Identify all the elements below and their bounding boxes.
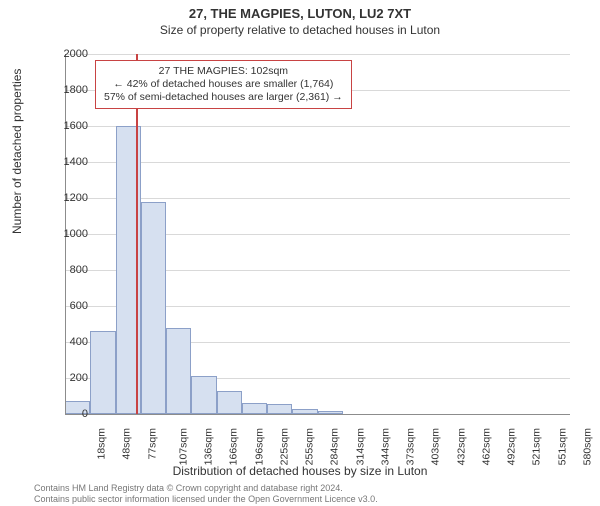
x-tick-label: 462sqm	[480, 428, 492, 465]
x-tick-label: 521sqm	[531, 428, 543, 465]
x-tick-label: 196sqm	[253, 428, 265, 465]
gridline	[65, 126, 570, 127]
x-tick-label: 284sqm	[329, 428, 341, 465]
y-tick-label: 800	[48, 264, 88, 276]
x-tick-label: 225sqm	[278, 428, 290, 465]
x-tick-label: 18sqm	[96, 428, 108, 460]
y-tick-label: 1600	[48, 120, 88, 132]
x-tick-label: 373sqm	[404, 428, 416, 465]
x-tick-label: 136sqm	[202, 428, 214, 465]
y-tick-label: 2000	[48, 48, 88, 60]
gridline	[65, 198, 570, 199]
annotation-box: 27 THE MAGPIES: 102sqm← 42% of detached …	[95, 60, 352, 109]
histogram-bar	[166, 328, 191, 414]
histogram-bar	[141, 202, 166, 414]
chart-title-main: 27, THE MAGPIES, LUTON, LU2 7XT	[0, 6, 600, 21]
footer-line-2: Contains public sector information licen…	[34, 494, 378, 504]
histogram-bar	[267, 404, 292, 414]
x-tick-label: 403sqm	[430, 428, 442, 465]
x-tick-label: 344sqm	[379, 428, 391, 465]
gridline	[65, 54, 570, 55]
chart-title-sub: Size of property relative to detached ho…	[0, 23, 600, 37]
footer-line-1: Contains HM Land Registry data © Crown c…	[34, 483, 378, 493]
gridline	[65, 162, 570, 163]
x-tick-label: 551sqm	[556, 428, 568, 465]
x-tick-label: 492sqm	[505, 428, 517, 465]
x-tick-label: 580sqm	[581, 428, 593, 465]
histogram-bar	[217, 391, 242, 414]
x-tick-label: 77sqm	[146, 428, 158, 460]
x-axis-line	[65, 414, 570, 415]
chart-inner: 27 THE MAGPIES: 102sqm← 42% of detached …	[65, 54, 570, 414]
y-tick-label: 1400	[48, 156, 88, 168]
y-tick-label: 400	[48, 336, 88, 348]
x-tick-label: 48sqm	[121, 428, 133, 460]
x-tick-label: 166sqm	[228, 428, 240, 465]
annotation-line: 57% of semi-detached houses are larger (…	[104, 91, 343, 104]
x-axis-label: Distribution of detached houses by size …	[0, 464, 600, 478]
x-tick-label: 107sqm	[177, 428, 189, 465]
histogram-bar	[242, 403, 267, 414]
histogram-bar	[191, 376, 216, 414]
y-tick-label: 1200	[48, 192, 88, 204]
y-tick-label: 1800	[48, 84, 88, 96]
annotation-line: 27 THE MAGPIES: 102sqm	[104, 65, 343, 78]
footer-attribution: Contains HM Land Registry data © Crown c…	[34, 483, 378, 504]
x-tick-label: 255sqm	[303, 428, 315, 465]
x-tick-label: 432sqm	[455, 428, 467, 465]
y-tick-label: 200	[48, 372, 88, 384]
y-tick-label: 600	[48, 300, 88, 312]
x-tick-label: 314sqm	[354, 428, 366, 465]
y-tick-label: 0	[48, 408, 88, 420]
histogram-bar	[90, 331, 115, 414]
annotation-line: ← 42% of detached houses are smaller (1,…	[104, 78, 343, 91]
y-tick-label: 1000	[48, 228, 88, 240]
y-axis-label: Number of detached properties	[10, 69, 24, 234]
chart-container: 27, THE MAGPIES, LUTON, LU2 7XT Size of …	[0, 6, 600, 506]
plot-area: 27 THE MAGPIES: 102sqm← 42% of detached …	[65, 54, 570, 414]
